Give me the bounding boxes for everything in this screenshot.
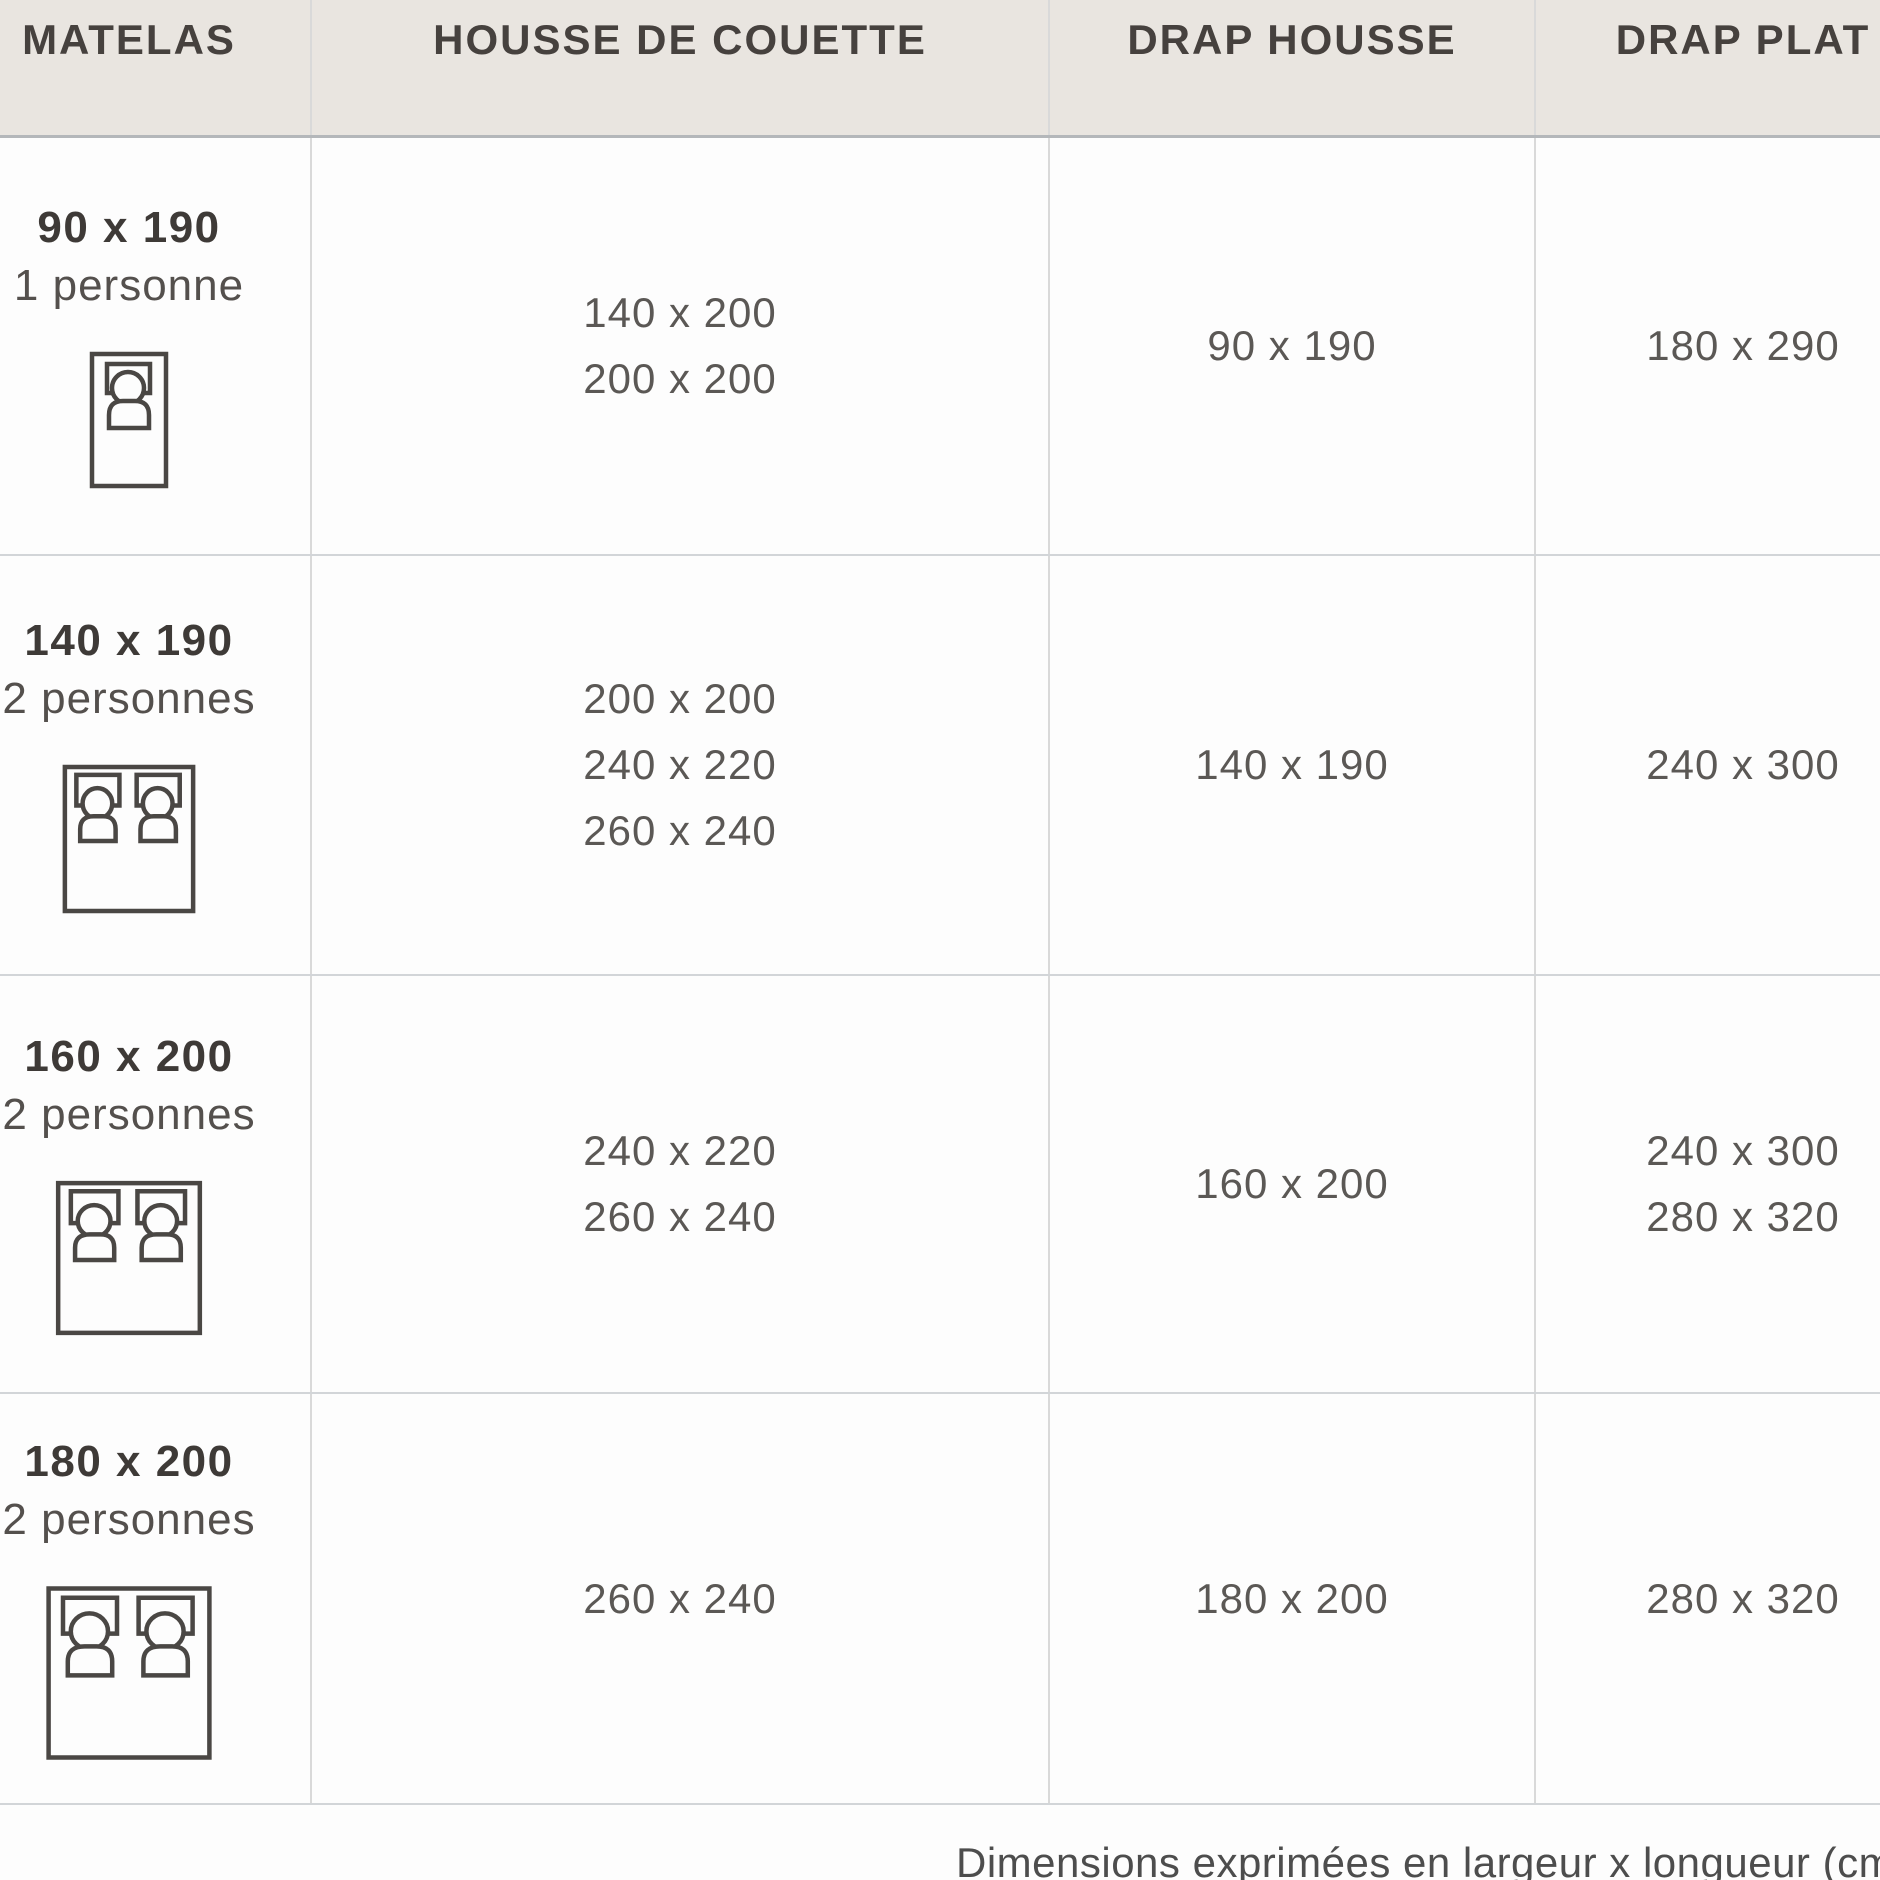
housse-de-couette-value: 200 x 200 240 x 220 260 x 240 (312, 556, 1050, 974)
housse-de-couette-value: 240 x 220 260 x 240 (312, 976, 1050, 1392)
column-header-label: HOUSSE DE COUETTE (433, 16, 927, 63)
matelas-cell: 160 x 200 2 personnes (0, 976, 312, 1392)
drap-housse-value: 140 x 190 (1050, 556, 1536, 974)
mattress-size-label: 180 x 200 (24, 1436, 234, 1486)
dimensions-footnote: Dimensions exprimées en largeur x longue… (956, 1839, 1880, 1880)
mattress-size-label: 160 x 200 (24, 1032, 234, 1081)
column-header-drap-plat: DRAP PLAT (1536, 0, 1880, 135)
drap-housse-value: 180 x 200 (1050, 1394, 1536, 1803)
matelas-cell: 180 x 200 2 personnes (0, 1394, 312, 1803)
mattress-persons-label: 2 personnes (2, 1090, 256, 1139)
column-header-label: DRAP PLAT (1615, 16, 1871, 63)
mattress-size-label: 90 x 190 (37, 203, 221, 252)
housse-de-couette-value: 260 x 240 (312, 1394, 1050, 1803)
drap-plat-value: 180 x 290 (1646, 322, 1840, 369)
table-row: 90 x 190 1 personne 140 x 200 200 x 200 … (0, 138, 1880, 556)
drap-plat-value: 240 x 300 280 x 320 (1646, 1127, 1840, 1240)
table-row: 160 x 200 2 personnes 240 x 220 260 x 24… (0, 976, 1880, 1394)
matelas-cell: 140 x 190 2 personnes (0, 556, 312, 974)
bedding-size-table: MATELAS HOUSSE DE COUETTE DRAP HOUSSE DR… (0, 0, 1880, 1805)
column-header-drap-housse: DRAP HOUSSE (1050, 0, 1536, 135)
table-row: 180 x 200 2 personnes 260 x 240 180 x 20… (0, 1394, 1880, 1805)
mattress-persons-label: 1 personne (13, 261, 245, 310)
drap-plat-value: 240 x 300 (1646, 741, 1840, 788)
housse-de-couette-value: 140 x 200 200 x 200 (312, 138, 1050, 554)
table-row: 140 x 190 2 personnes 200 x 200 240 x 22… (0, 556, 1880, 976)
double-bed-icon (45, 1585, 213, 1761)
drap-housse-value: 160 x 200 (1050, 976, 1536, 1392)
double-bed-icon (62, 764, 196, 914)
column-header-label: MATELAS (22, 16, 236, 63)
matelas-cell: 90 x 190 1 personne (0, 138, 312, 554)
double-bed-icon (55, 1180, 203, 1336)
single-bed-icon (89, 351, 169, 489)
mattress-persons-label: 2 personnes (2, 674, 256, 723)
mattress-size-label: 140 x 190 (24, 616, 234, 665)
column-header-label: DRAP HOUSSE (1127, 16, 1457, 63)
column-header-matelas: MATELAS (0, 0, 312, 135)
drap-housse-value: 90 x 190 (1050, 138, 1536, 554)
mattress-persons-label: 2 personnes (2, 1494, 256, 1544)
drap-plat-value: 280 x 320 (1646, 1574, 1840, 1622)
column-header-housse-de-couette: HOUSSE DE COUETTE (312, 0, 1050, 135)
table-header-row: MATELAS HOUSSE DE COUETTE DRAP HOUSSE DR… (0, 0, 1880, 138)
